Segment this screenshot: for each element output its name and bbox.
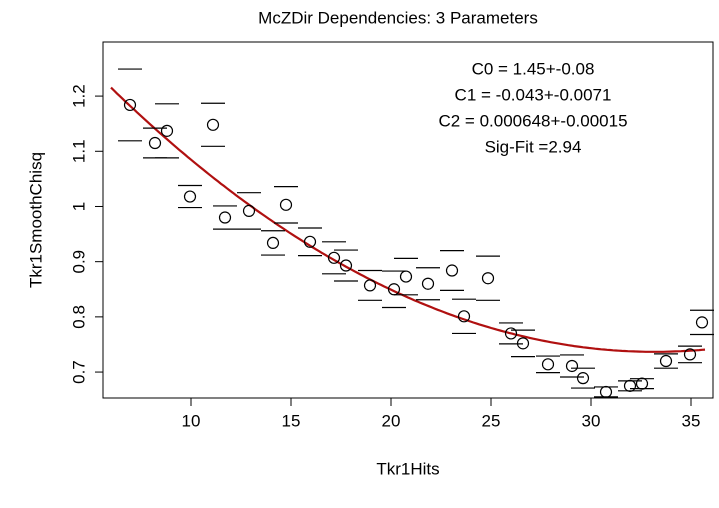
fit-parameter: C0 = 1.45+-0.08 — [472, 59, 595, 78]
point — [659, 354, 673, 368]
point — [339, 259, 353, 272]
point — [160, 124, 174, 137]
y-axis-label: Tkr1SmoothChisq — [26, 152, 45, 288]
point — [565, 359, 579, 373]
x-tick-label: 20 — [382, 411, 401, 430]
fit-annotation: Sig-Fit =2.94 — [485, 137, 582, 156]
y-tick-label: 0.8 — [69, 305, 88, 329]
point — [399, 270, 413, 283]
x-axis-label: Tkr1Hits — [376, 459, 439, 478]
point — [516, 337, 530, 350]
point — [123, 98, 137, 112]
fit-parameter: C2 = 0.000648+-0.00015 — [438, 111, 627, 130]
point — [206, 118, 220, 131]
point — [635, 377, 649, 390]
point — [599, 385, 613, 399]
point — [303, 235, 317, 248]
point — [481, 272, 495, 285]
point — [183, 190, 197, 203]
point — [279, 198, 293, 211]
point — [504, 327, 518, 340]
chart-title: McZDir Dependencies: 3 Parameters — [258, 8, 538, 27]
x-tick-label: 25 — [482, 411, 501, 430]
point — [266, 236, 280, 250]
point — [327, 251, 341, 264]
point — [541, 358, 555, 371]
point — [363, 279, 377, 292]
plot-frame — [102, 41, 714, 399]
point — [623, 379, 637, 392]
y-tick-label: 0.9 — [69, 250, 88, 274]
point — [695, 316, 709, 329]
fit-curve — [110, 86, 706, 353]
point — [445, 264, 459, 277]
point — [242, 204, 256, 217]
y-tick-label: 0.7 — [69, 360, 88, 384]
point — [576, 372, 590, 385]
point — [218, 211, 232, 224]
point — [457, 310, 471, 323]
point — [148, 136, 162, 150]
fit-parameter: C1 = -0.043+-0.0071 — [455, 85, 612, 104]
x-tick-label: 10 — [182, 411, 201, 430]
x-tick-label: 35 — [682, 411, 701, 430]
x-tick-label: 15 — [282, 411, 301, 430]
y-tick-label: 1.2 — [69, 84, 88, 108]
point — [683, 348, 697, 361]
y-tick-label: 1.1 — [69, 139, 88, 163]
y-tick-label: 1 — [69, 202, 88, 211]
x-tick-label: 30 — [582, 411, 601, 430]
point — [421, 277, 435, 290]
